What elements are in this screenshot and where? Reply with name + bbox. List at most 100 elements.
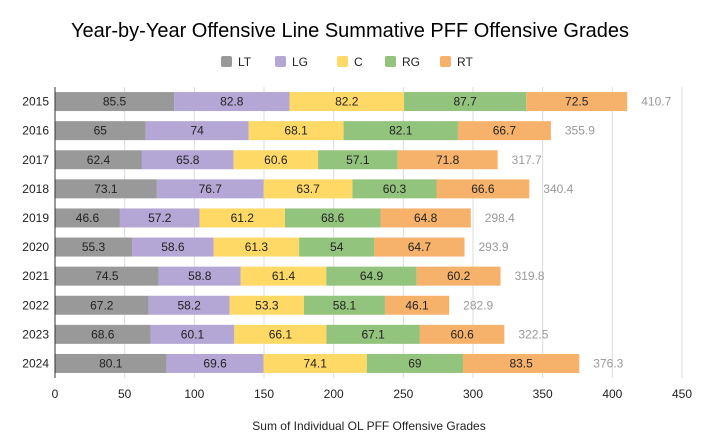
data-label: 74.5 — [95, 269, 119, 283]
bar-segment-lt — [55, 208, 120, 228]
legend-item-rt: RT — [440, 55, 473, 69]
data-label: 74 — [190, 124, 204, 138]
bar-segment-lt — [55, 266, 159, 286]
bar-segment-c — [229, 295, 304, 315]
data-label: 62.4 — [87, 153, 111, 167]
bar-segment-lg — [148, 295, 230, 315]
bar-segment-c — [233, 150, 319, 170]
data-label: 60.3 — [383, 182, 407, 196]
legend-item-c: C — [337, 55, 363, 69]
y-tick-label: 2024 — [22, 356, 49, 370]
bar-segment-rg — [404, 92, 527, 112]
bar-segment-lg — [119, 208, 200, 228]
legend-item-lg: LG — [275, 55, 308, 69]
bar-segment-rt — [380, 208, 471, 228]
bar-segment-c — [248, 121, 344, 141]
bar-segment-rt — [416, 266, 501, 286]
y-tick-label: 2023 — [22, 327, 49, 341]
data-label: 60.6 — [450, 327, 474, 341]
data-label: 55.3 — [82, 240, 106, 254]
y-tick-label: 2018 — [22, 182, 49, 196]
total-label: 319.8 — [515, 269, 545, 283]
y-tick-label: 2021 — [22, 269, 49, 283]
data-label: 66.6 — [471, 182, 495, 196]
bar-segment-rg — [299, 237, 375, 257]
x-tick-label: 250 — [393, 387, 413, 401]
bar-segment-rg — [352, 179, 437, 199]
total-label: 317.7 — [512, 153, 542, 167]
data-label: 58.8 — [188, 269, 212, 283]
legend-label: LG — [292, 55, 308, 69]
data-label: 46.6 — [76, 211, 100, 225]
bar-segment-lg — [166, 353, 264, 373]
bar-segment-lt — [55, 237, 133, 257]
bar-segment-rt — [384, 295, 450, 315]
data-label: 73.1 — [94, 182, 118, 196]
bar-segment-rt — [419, 324, 505, 344]
data-label: 71.8 — [436, 153, 460, 167]
data-label: 66.1 — [269, 327, 293, 341]
data-label: 64.7 — [408, 240, 432, 254]
total-label: 340.4 — [543, 182, 573, 196]
data-label: 85.5 — [103, 95, 127, 109]
bar-row-2017: 62.4 65.8 60.6 57.1 71.8 317.7 — [55, 150, 542, 170]
x-tick-label: 300 — [463, 387, 483, 401]
data-label: 57.2 — [148, 211, 172, 225]
bars: 85.5 82.8 82.2 87.7 72.5 410.7 65 74 68.1 82.1 66.… — [55, 92, 672, 373]
data-label: 60.6 — [264, 153, 288, 167]
bar-segment-c — [263, 179, 353, 199]
bar-row-2016: 65 74 68.1 82.1 66.7 355.9 — [55, 121, 595, 141]
bar-segment-lg — [150, 324, 235, 344]
total-label: 282.9 — [463, 298, 493, 312]
data-label: 64.8 — [414, 211, 438, 225]
bar-segment-rg — [326, 324, 420, 344]
bar-segment-rg — [303, 295, 385, 315]
x-tick-label: 150 — [254, 387, 274, 401]
x-tick-label: 100 — [184, 387, 204, 401]
data-label: 76.7 — [199, 182, 223, 196]
bar-segment-rg — [366, 353, 463, 373]
data-label: 54 — [330, 240, 344, 254]
y-tick-label: 2017 — [22, 153, 49, 167]
data-label: 65 — [94, 124, 108, 138]
bar-segment-rt — [462, 353, 580, 373]
data-label: 60.2 — [447, 269, 471, 283]
data-label: 67.2 — [90, 298, 114, 312]
legend-label: RT — [457, 55, 473, 69]
bar-segment-lg — [132, 237, 214, 257]
bar-row-2015: 85.5 82.8 82.2 87.7 72.5 410.7 — [55, 92, 672, 112]
legend-label: RG — [402, 55, 420, 69]
data-label: 60.1 — [181, 327, 205, 341]
total-label: 355.9 — [565, 124, 595, 138]
data-label: 87.7 — [453, 95, 477, 109]
legend: LT LG C RG RT — [221, 55, 473, 69]
legend-swatch — [337, 56, 348, 67]
data-label: 58.2 — [177, 298, 201, 312]
y-tick-label: 2016 — [22, 124, 49, 138]
data-label: 67.1 — [361, 327, 385, 341]
bar-row-2024: 80.1 69.6 74.1 69 83.5 376.3 — [55, 353, 624, 373]
x-tick-label: 200 — [324, 387, 344, 401]
bar-segment-lt — [55, 92, 175, 112]
total-label: 293.9 — [479, 240, 509, 254]
bar-segment-lt — [55, 295, 149, 315]
bar-segment-lt — [55, 150, 142, 170]
bar-segment-c — [240, 266, 327, 286]
x-tick-label: 50 — [118, 387, 132, 401]
y-tick-label: 2019 — [22, 211, 49, 225]
legend-swatch — [275, 56, 286, 67]
bar-segment-lt — [55, 353, 167, 373]
bar-segment-rg — [318, 150, 398, 170]
y-axis-ticks: 2015 2016 2017 2018 2019 2020 2021 2022 2023 2024 — [22, 95, 49, 371]
x-tick-label: 450 — [672, 387, 692, 401]
bar-segment-rt — [397, 150, 498, 170]
data-label: 58.6 — [161, 240, 185, 254]
bar-segment-rt — [526, 92, 628, 112]
data-label: 65.8 — [176, 153, 200, 167]
total-label: 298.4 — [485, 211, 515, 225]
bar-segment-lg — [174, 92, 290, 112]
bar-segment-c — [213, 237, 300, 257]
data-label: 66.7 — [493, 124, 517, 138]
data-label: 69 — [408, 356, 422, 370]
